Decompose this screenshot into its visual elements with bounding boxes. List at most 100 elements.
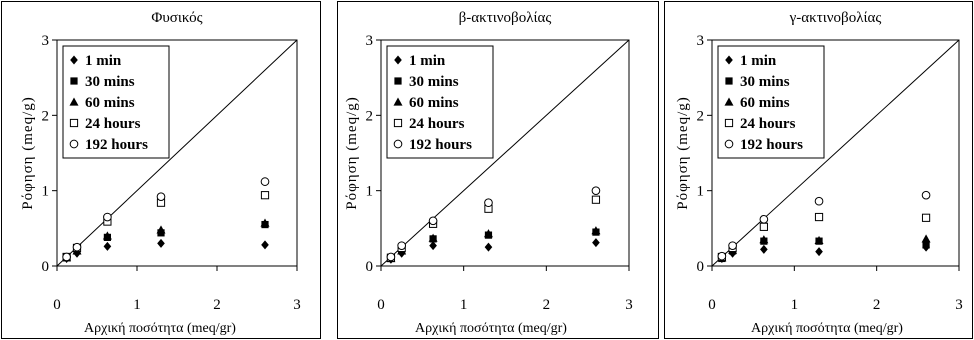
legend-item: 1 min	[394, 53, 446, 69]
data-point	[591, 186, 601, 195]
y-tick-label: 3	[697, 33, 705, 49]
open-circle-marker	[428, 216, 438, 226]
open-circle-marker	[591, 186, 601, 195]
data-point	[157, 238, 165, 248]
y-tick-label: 2	[697, 108, 705, 124]
data-point	[814, 196, 824, 206]
legend-label: 192 hours	[740, 137, 803, 153]
legend-box	[62, 45, 170, 159]
data-point	[103, 212, 112, 222]
legend-label: 24 hours	[740, 116, 796, 132]
data-point	[759, 222, 768, 231]
legend-item: 60 mins	[724, 95, 790, 111]
data-point	[717, 251, 727, 261]
open-square-marker	[260, 191, 270, 200]
legend-item: 1 min	[725, 53, 777, 69]
legend-box	[717, 45, 825, 159]
open-square-marker	[921, 213, 931, 222]
y-tick-label: 0	[42, 259, 50, 275]
data-point	[428, 233, 438, 242]
open-circle-marker	[759, 214, 769, 224]
legend-label: 192 hours	[85, 137, 148, 153]
open-circle-marker	[72, 242, 82, 252]
legend-item: 24 hours	[69, 116, 141, 132]
data-point	[814, 235, 824, 244]
x-axis-label: Αρχική ποσότητα (meq/gr)	[415, 321, 567, 336]
plot-area	[380, 39, 630, 267]
data-point	[759, 235, 769, 244]
data-point	[484, 198, 493, 208]
open-circle-marker	[814, 196, 824, 206]
chart-title: β-ακτινοβολίας	[459, 10, 552, 26]
data-point	[429, 241, 437, 251]
x-axis-label: Αρχική ποσότητα (meq/gr)	[751, 321, 903, 336]
data-point	[592, 238, 600, 248]
diamond-marker	[261, 240, 269, 250]
data-point	[72, 242, 82, 252]
legend-item: 60 mins	[393, 95, 459, 111]
y-tick-label: 1	[697, 184, 705, 200]
data-point	[921, 213, 931, 222]
reference-line	[56, 39, 298, 267]
open-square-marker	[393, 118, 403, 128]
open-square-marker	[814, 212, 824, 222]
reference-line	[380, 39, 630, 267]
diamond-marker	[394, 55, 402, 65]
x-tick-label: 0	[377, 297, 385, 313]
diamond-marker	[70, 55, 78, 65]
triangle-marker	[260, 218, 270, 227]
legend-item: 30 mins	[394, 74, 459, 90]
chart-frame	[1, 1, 321, 339]
x-tick-label: 2	[543, 297, 551, 313]
y-axis-label: Ρόφηση (meq/g)	[675, 96, 691, 210]
filled-square-marker	[922, 241, 930, 249]
diamond-marker	[103, 241, 112, 251]
triangle-marker	[156, 225, 166, 234]
y-tick-label: 0	[366, 259, 374, 275]
data-point	[103, 241, 112, 251]
x-tick-label: 3	[955, 297, 963, 313]
chart-panel-3: γ-ακτινοβολίας 0 1 2 3 0 1 2 3 Αρχική ποσότητα (m…	[664, 1, 973, 339]
data-point	[921, 190, 931, 200]
triangle-marker	[591, 226, 601, 235]
open-circle-marker	[393, 139, 403, 149]
x-tick-label: 2	[873, 297, 881, 313]
legend-label: 1 min	[409, 53, 446, 69]
data-point	[759, 214, 769, 224]
triangle-marker	[483, 229, 493, 238]
legend-item: 192 hours	[393, 137, 472, 153]
diamond-marker	[592, 238, 600, 248]
data-point	[815, 247, 823, 257]
open-square-marker	[759, 222, 768, 231]
data-point	[484, 242, 493, 252]
data-point	[921, 234, 931, 243]
data-point	[428, 216, 438, 226]
legend-label: 24 hours	[85, 116, 141, 132]
x-tick-label: 0	[53, 297, 61, 313]
data-point	[483, 229, 493, 238]
chart-panel-2: β-ακτινοβολίας 0 1 2 3 0 1 2 3 Αρχική ποσότητα (m…	[337, 1, 659, 339]
legend-item: 60 mins	[69, 95, 135, 111]
open-square-marker	[591, 195, 601, 204]
legend-item: 30 mins	[725, 74, 790, 90]
data-point	[591, 226, 601, 235]
chart-frame	[664, 1, 973, 339]
diamond-marker	[815, 247, 823, 257]
diamond-marker	[157, 238, 165, 248]
legend-item: 1 min	[70, 53, 122, 69]
y-tick-label: 1	[366, 184, 374, 200]
y-tick-label: 3	[366, 33, 374, 49]
y-tick-label: 3	[42, 33, 50, 49]
plot-area	[56, 39, 298, 267]
x-tick-label: 3	[625, 297, 633, 313]
legend-label: 60 mins	[85, 95, 135, 111]
y-axis-label: Ρόφηση (meq/g)	[344, 96, 360, 210]
x-axis-label: Αρχική ποσότητα (meq/gr)	[84, 321, 236, 336]
triangle-marker	[724, 97, 734, 106]
triangle-marker	[393, 97, 403, 106]
y-tick-label: 2	[366, 108, 374, 124]
data-point	[156, 225, 166, 234]
data-point	[397, 241, 406, 250]
legend-label: 30 mins	[85, 74, 135, 90]
